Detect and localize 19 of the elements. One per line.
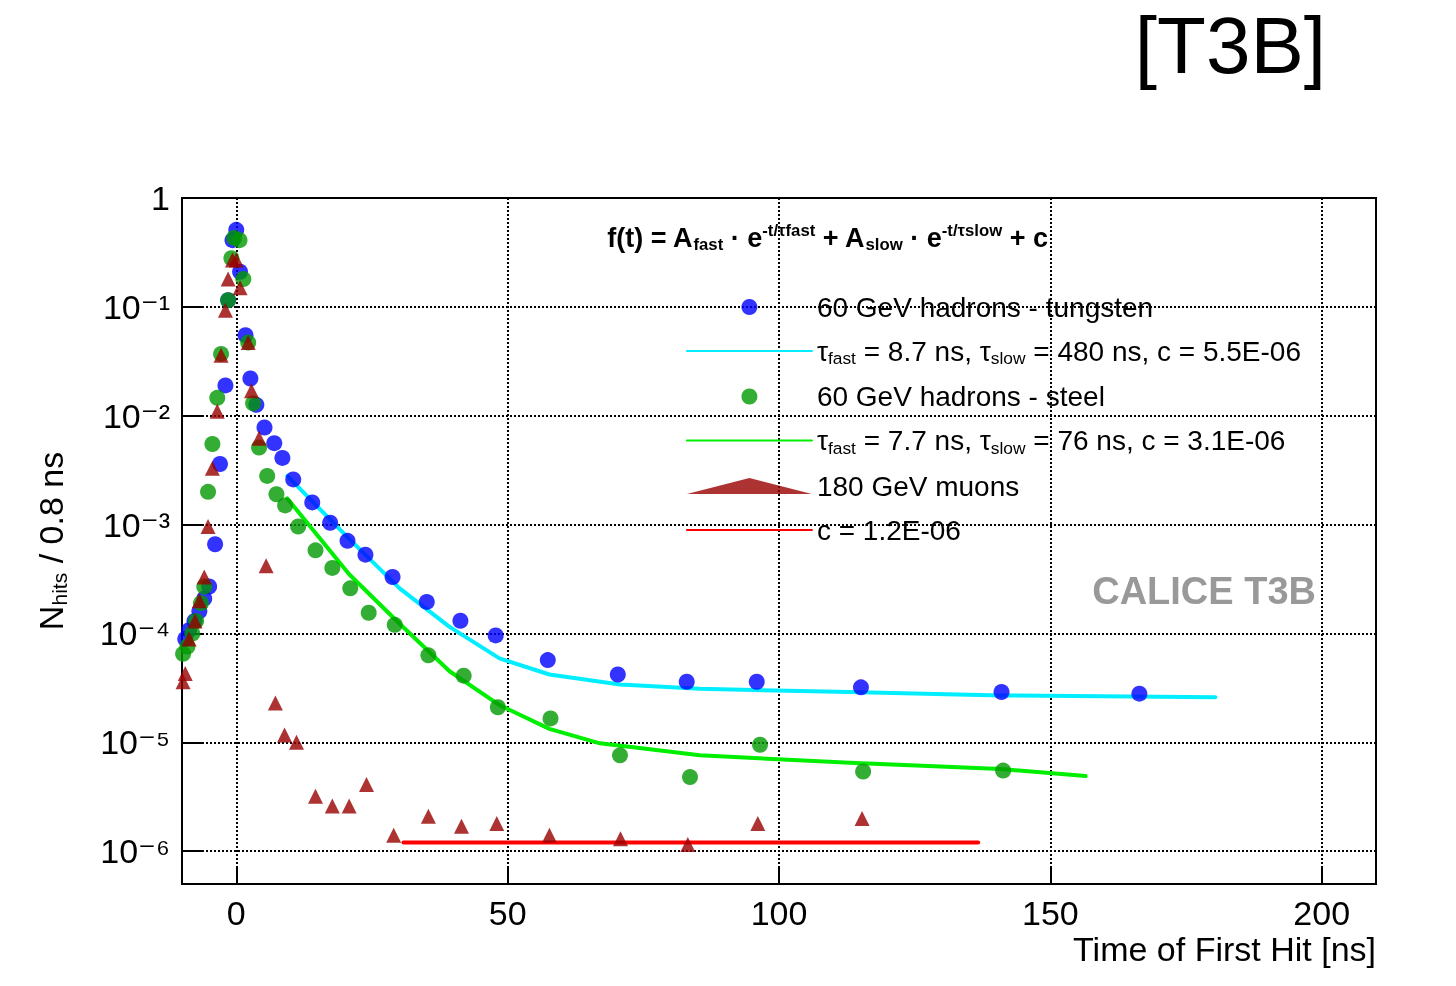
y-tick-label: 10⁻³ [102,505,170,544]
x-tick-label: 200 [1293,894,1351,932]
x-tick-label: 100 [750,894,808,932]
legend-label: 180 GeV muons [816,470,1020,502]
y-tick-label: 10⁻¹ [102,287,170,326]
annotation: CALICE T3B [1092,570,1317,612]
y-tick-label: 10⁻⁶ [100,832,170,871]
y-tick-label: 10⁻⁵ [100,723,170,762]
y-tick-label: 1 [151,179,170,217]
chart-title: [T3B] [1134,0,1326,90]
y-tick-label: 10⁻⁴ [99,614,170,653]
x-tick-label: 50 [488,894,527,932]
y-axis-title: Nhits / 0.8 ns [32,451,71,631]
y-tick-label: 10⁻² [102,396,170,435]
legend-label: c = 1.2E-06 [816,514,961,546]
legend-label: 60 GeV hadrons - steel [816,381,1105,412]
x-axis-title: Time of First Hit [ns] [1073,930,1376,968]
x-tick-label: 150 [1022,894,1079,932]
x-tick-label: 0 [226,894,246,932]
